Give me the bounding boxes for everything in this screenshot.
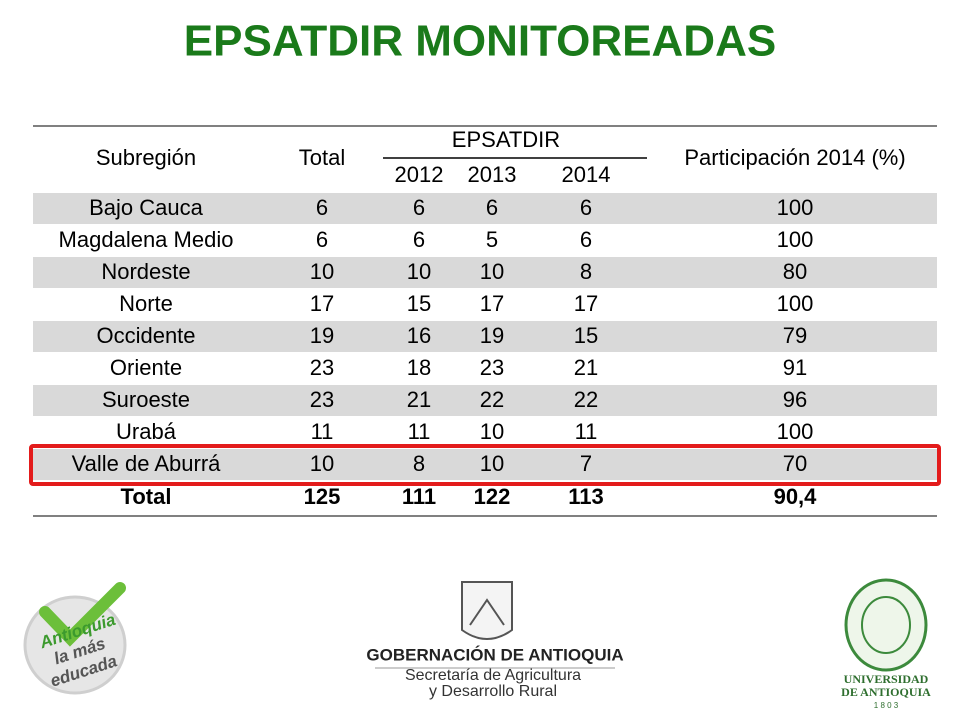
row-shade bbox=[33, 385, 937, 416]
cell-value: 100 bbox=[777, 419, 814, 444]
cell-value: 6 bbox=[580, 227, 592, 252]
logo-government: GOBERNACIÓN DE ANTIOQUIA Secretaría de A… bbox=[366, 581, 624, 700]
row-shade bbox=[33, 449, 937, 480]
cell-value: 23 bbox=[480, 355, 504, 380]
header-total: Total bbox=[299, 145, 345, 170]
cell-value: 22 bbox=[574, 387, 598, 412]
cell-value: 21 bbox=[574, 355, 598, 380]
row-label: Urabá bbox=[116, 419, 177, 444]
cell-value: 15 bbox=[407, 291, 431, 316]
header-year: 2013 bbox=[468, 162, 517, 187]
logo-campaign: Antioquia la más educada bbox=[23, 582, 127, 695]
cell-value: 100 bbox=[777, 195, 814, 220]
cell-value: 10 bbox=[480, 259, 504, 284]
header-year: 2012 bbox=[395, 162, 444, 187]
cell-value: 5 bbox=[486, 227, 498, 252]
seal-inner bbox=[861, 596, 911, 654]
highlight-box bbox=[29, 444, 941, 486]
cell-value: 80 bbox=[783, 259, 807, 284]
header-subregion: Subregión bbox=[96, 145, 196, 170]
row-label: Oriente bbox=[110, 355, 182, 380]
total-value: 111 bbox=[402, 484, 436, 509]
cell-value: 7 bbox=[580, 451, 592, 476]
cell-value: 11 bbox=[408, 419, 431, 444]
cell-value: 6 bbox=[316, 227, 328, 252]
cell-value: 8 bbox=[413, 451, 425, 476]
total-value: 113 bbox=[568, 484, 604, 509]
cell-value: 23 bbox=[310, 387, 334, 412]
cell-value: 23 bbox=[310, 355, 334, 380]
header-group: EPSATDIR bbox=[452, 127, 560, 152]
cell-value: 6 bbox=[486, 195, 498, 220]
university-name: UNIVERSIDAD bbox=[844, 672, 929, 686]
row-shade bbox=[33, 257, 937, 288]
cell-value: 70 bbox=[783, 451, 807, 476]
cell-value: 6 bbox=[316, 195, 328, 220]
cell-value: 100 bbox=[777, 227, 814, 252]
total-value: 90,4 bbox=[774, 484, 818, 509]
row-label: Suroeste bbox=[102, 387, 190, 412]
cell-value: 22 bbox=[480, 387, 504, 412]
slide-title: EPSATDIR MONITOREADAS bbox=[184, 17, 776, 66]
cell-value: 6 bbox=[413, 227, 425, 252]
cell-value: 10 bbox=[407, 259, 431, 284]
row-label: Bajo Cauca bbox=[89, 195, 204, 220]
cell-value: 91 bbox=[783, 355, 807, 380]
cell-value: 19 bbox=[480, 323, 504, 348]
total-value: 125 bbox=[304, 484, 341, 509]
cell-value: 10 bbox=[480, 451, 504, 476]
cell-value: 10 bbox=[480, 419, 504, 444]
total-label: Total bbox=[121, 484, 172, 509]
cell-value: 15 bbox=[574, 323, 598, 348]
cell-value: 11 bbox=[311, 419, 334, 444]
university-year: 1 8 0 3 bbox=[874, 701, 899, 710]
cell-value: 79 bbox=[783, 323, 807, 348]
government-unit: y Desarrollo Rural bbox=[429, 683, 557, 700]
check-mark bbox=[39, 582, 126, 647]
row-label: Nordeste bbox=[101, 259, 190, 284]
cell-value: 10 bbox=[310, 451, 334, 476]
cell-value: 18 bbox=[407, 355, 431, 380]
row-shade bbox=[33, 193, 937, 224]
cell-value: 17 bbox=[480, 291, 504, 316]
cell-value: 11 bbox=[575, 419, 598, 444]
header-participation: Participación 2014 (%) bbox=[684, 145, 905, 170]
cell-value: 96 bbox=[783, 387, 807, 412]
cell-value: 100 bbox=[777, 291, 814, 316]
cell-value: 8 bbox=[580, 259, 592, 284]
logo-university: UNIVERSIDAD DE ANTIOQUIA 1 8 0 3 bbox=[841, 578, 931, 710]
coat-of-arms bbox=[461, 581, 513, 640]
university-seal bbox=[844, 578, 928, 672]
cell-value: 6 bbox=[580, 195, 592, 220]
cell-value: 16 bbox=[407, 323, 431, 348]
cell-value: 10 bbox=[310, 259, 334, 284]
government-unit: Secretaría de Agricultura bbox=[405, 667, 581, 684]
row-shade bbox=[33, 321, 937, 352]
row-label: Occidente bbox=[96, 323, 195, 348]
row-label: Valle de Aburrá bbox=[72, 451, 222, 476]
cell-value: 17 bbox=[310, 291, 334, 316]
cell-value: 17 bbox=[574, 291, 598, 316]
row-label: Norte bbox=[119, 291, 173, 316]
cell-value: 6 bbox=[413, 195, 425, 220]
total-value: 122 bbox=[474, 484, 511, 509]
header-year: 2014 bbox=[562, 162, 611, 187]
row-label: Magdalena Medio bbox=[59, 227, 234, 252]
coat-detail bbox=[469, 598, 505, 626]
cell-value: 19 bbox=[310, 323, 334, 348]
table: Subregión Total EPSATDIR 2012 2013 2014 … bbox=[33, 125, 937, 517]
cell-value: 21 bbox=[407, 387, 431, 412]
government-name: GOBERNACIÓN DE ANTIOQUIA bbox=[366, 645, 623, 664]
university-name: DE ANTIOQUIA bbox=[841, 685, 931, 699]
